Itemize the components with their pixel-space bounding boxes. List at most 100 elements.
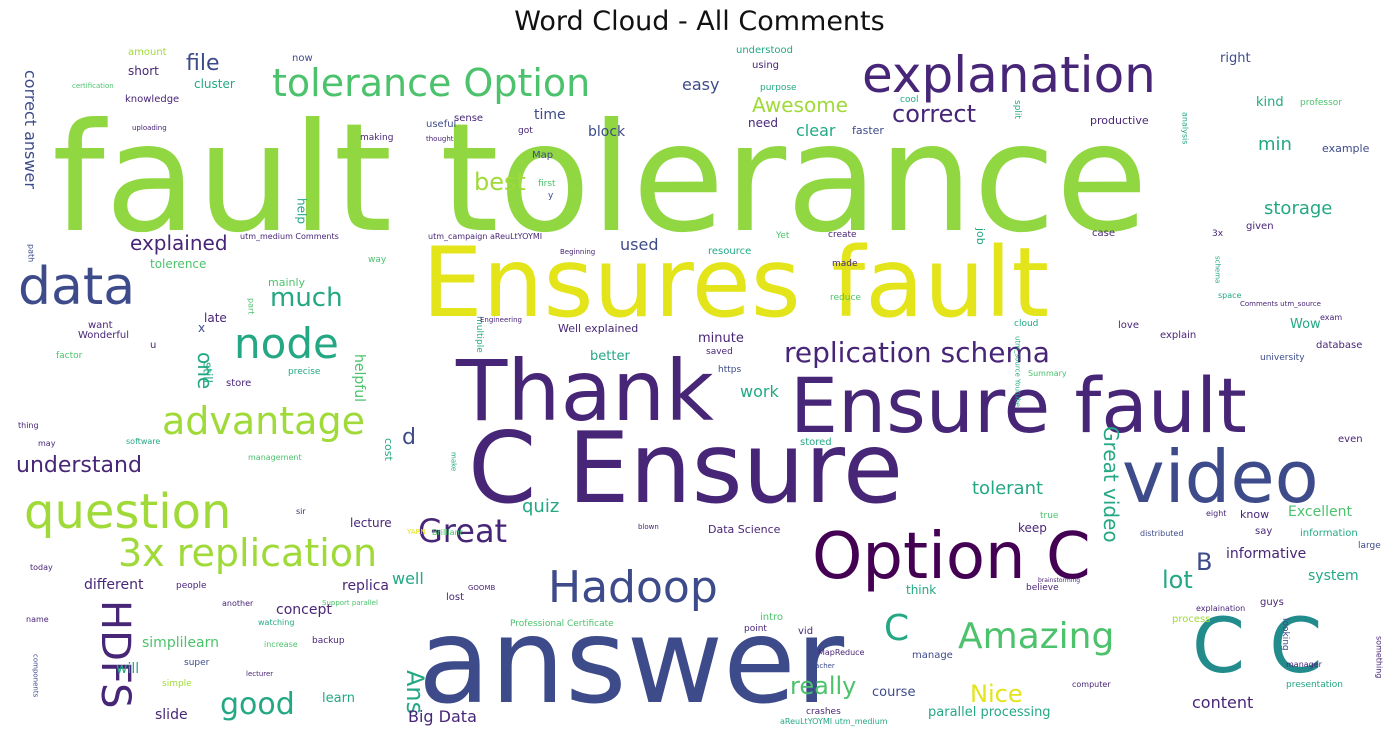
word-productive: productive (1090, 114, 1149, 127)
word-want: want (88, 320, 113, 331)
word-simple: simple (162, 679, 192, 689)
word-comments-utm-source: Comments utm_source (1240, 300, 1321, 308)
word-data-science: Data Science (708, 523, 781, 536)
word-using: using (752, 60, 779, 71)
word-explaination: explaination (1196, 604, 1245, 613)
word-one: one (193, 352, 217, 389)
word-know: know (1240, 508, 1269, 521)
word-faster: faster (852, 124, 884, 137)
word-made: made (832, 259, 858, 269)
word-concept: concept (276, 602, 332, 618)
word-parallel-processing: parallel processing (928, 705, 1051, 720)
word-tolerance-option: tolerance Option (272, 61, 590, 105)
word-fault-tolerance: fault tolerance (52, 92, 1148, 266)
word-sense: sense (454, 113, 483, 124)
word-helpful: helpful (351, 354, 367, 402)
word-block: block (588, 124, 626, 140)
word-lost: lost (446, 592, 464, 603)
word-utm-campaign-areultyoymi: utm_campaign aReuLtYOYMI (428, 232, 542, 241)
word-intro: intro (760, 612, 783, 623)
word-eight: eight (1206, 509, 1226, 518)
word-factor: factor (56, 351, 83, 361)
word-brilliant: Brilliant (432, 528, 463, 537)
word-exam: exam (1320, 313, 1342, 322)
word-different: different (84, 577, 144, 593)
word-manage: manage (912, 650, 953, 661)
word-wonderful: Wonderful (78, 330, 129, 341)
word-help: help (295, 198, 309, 224)
word-easy: easy (682, 75, 719, 94)
word-explain: explain (1160, 330, 1196, 341)
word-right: right (1220, 51, 1251, 66)
word-first: first (538, 179, 556, 189)
word-great-video: Great video (1099, 426, 1123, 543)
word-split: split (1012, 100, 1022, 119)
word-saved: saved (706, 347, 733, 357)
word-course: course (872, 685, 915, 700)
word-software: software (126, 437, 160, 446)
word-still: still (201, 362, 215, 383)
word-d: d (402, 425, 416, 450)
word-question: question (24, 484, 231, 540)
word-people: people (176, 581, 207, 591)
word-sir: sir (296, 507, 306, 516)
word-backup: backup (312, 636, 345, 646)
word-great: Great (418, 512, 507, 550)
word-large: large (1358, 541, 1381, 551)
word-today: today (30, 563, 53, 572)
word-need: need (748, 116, 778, 130)
word-cost: cost (382, 438, 395, 462)
word-love: love (1118, 320, 1139, 331)
word-make: make (450, 452, 458, 471)
word-components: components (32, 654, 40, 698)
word-looking: looking (1280, 618, 1290, 651)
word-kind: kind (1256, 95, 1284, 110)
word-awesome: Awesome (752, 93, 848, 117)
word-system: system (1308, 568, 1359, 584)
word-name: name (26, 615, 49, 624)
word-true: true (1040, 511, 1059, 521)
word-will: will (116, 661, 139, 677)
word-now: now (292, 53, 313, 64)
word-uploading: uploading (132, 124, 167, 132)
word-given: given (1246, 221, 1274, 232)
word-slide: slide (155, 707, 188, 723)
word-mainly: mainly (268, 276, 306, 289)
word-distributed: distributed (1140, 529, 1183, 538)
word-explained: explained (130, 231, 228, 255)
word-content: content (1192, 693, 1253, 712)
word-university: university (1260, 353, 1305, 363)
word-node: node (234, 319, 339, 368)
word-lecture: lecture (350, 516, 392, 530)
word-advantage: advantage (162, 399, 365, 443)
word-presentation: presentation (1286, 680, 1343, 690)
word-better: better (590, 349, 630, 364)
word-3x: 3x (1212, 229, 1224, 239)
word-guys: guys (1260, 597, 1284, 608)
word-lecturer: lecturer (246, 670, 273, 678)
word-may: may (38, 439, 56, 448)
word-map: Map (532, 150, 553, 161)
word-utm-source-youtube: utm_source Youtube (1014, 336, 1022, 407)
word-reduce: reduce (830, 293, 861, 303)
word-summary: Summary (1028, 369, 1067, 378)
word-cloud: cloud (1014, 319, 1038, 329)
word-thank: Thank (455, 342, 714, 440)
word-time: time (534, 107, 566, 123)
word-yet: Yet (775, 231, 790, 241)
word-hadoop: Hadoop (548, 562, 718, 613)
word-well-explained: Well explained (558, 322, 638, 335)
word-cluster: cluster (194, 77, 235, 91)
word-min: min (1258, 134, 1292, 155)
word-think: think (906, 583, 936, 597)
word-multiple: multiple (474, 316, 484, 353)
word-c-c: C C (1192, 601, 1322, 690)
word-lot: lot (1162, 566, 1193, 594)
word-option-c: Option C (812, 520, 1091, 594)
word-explanation: explanation (862, 46, 1156, 104)
word-simplilearn: simplilearn (142, 635, 219, 651)
word-stored: stored (800, 437, 832, 448)
word-https: https (718, 365, 741, 375)
